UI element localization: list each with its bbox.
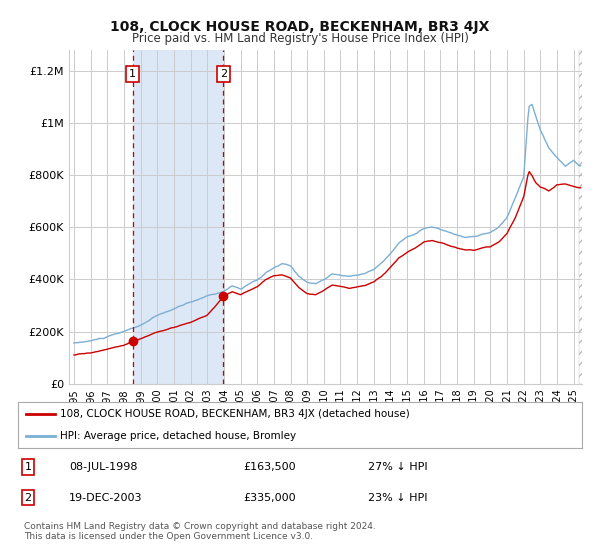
Bar [578, 50, 584, 384]
Text: 19-DEC-2003: 19-DEC-2003 [69, 492, 142, 502]
Text: 08-JUL-1998: 08-JUL-1998 [69, 462, 137, 472]
Text: 1: 1 [129, 69, 136, 79]
Text: 108, CLOCK HOUSE ROAD, BECKENHAM, BR3 4JX (detached house): 108, CLOCK HOUSE ROAD, BECKENHAM, BR3 4J… [60, 409, 410, 419]
Text: Price paid vs. HM Land Registry's House Price Index (HPI): Price paid vs. HM Land Registry's House … [131, 32, 469, 45]
Text: 2: 2 [220, 69, 227, 79]
Text: £335,000: £335,000 [244, 492, 296, 502]
Bar [133, 50, 223, 384]
Text: 23% ↓ HPI: 23% ↓ HPI [368, 492, 427, 502]
Text: 27% ↓ HPI: 27% ↓ HPI [368, 462, 427, 472]
Text: 1: 1 [25, 462, 32, 472]
Text: 2: 2 [25, 492, 32, 502]
Text: HPI: Average price, detached house, Bromley: HPI: Average price, detached house, Brom… [60, 431, 296, 441]
Text: 108, CLOCK HOUSE ROAD, BECKENHAM, BR3 4JX: 108, CLOCK HOUSE ROAD, BECKENHAM, BR3 4J… [110, 20, 490, 34]
Text: Contains HM Land Registry data © Crown copyright and database right 2024.
This d: Contains HM Land Registry data © Crown c… [24, 522, 376, 542]
Text: £163,500: £163,500 [244, 462, 296, 472]
